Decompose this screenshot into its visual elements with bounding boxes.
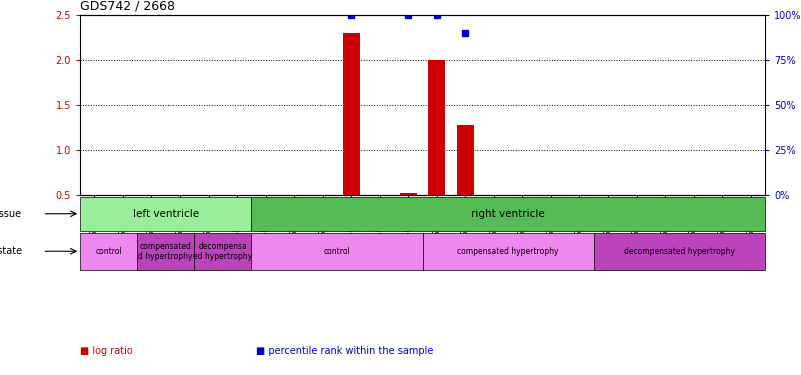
Text: control: control [95,247,122,256]
Bar [429,60,445,195]
Bar [457,125,474,195]
Bar [195,232,252,270]
Text: left ventricle: left ventricle [133,209,199,219]
Text: ■ log ratio: ■ log ratio [80,346,133,356]
Bar [80,197,252,231]
Text: disease state: disease state [0,246,22,256]
Bar [80,232,137,270]
Bar [594,232,765,270]
Text: tissue: tissue [0,209,22,219]
Text: control: control [324,247,350,256]
Text: decompensa
ed hypertrophy: decompensa ed hypertrophy [193,242,252,261]
Bar [423,232,594,270]
Text: compensated hypertrophy: compensated hypertrophy [457,247,559,256]
Text: right ventricle: right ventricle [471,209,545,219]
Bar [252,232,423,270]
Text: ■ percentile rank within the sample: ■ percentile rank within the sample [256,346,433,356]
Bar [252,197,765,231]
Bar [137,232,195,270]
Bar [343,33,360,195]
Text: decompensated hypertrophy: decompensated hypertrophy [624,247,735,256]
Text: compensated
d hypertrophy: compensated d hypertrophy [139,242,193,261]
Text: GDS742 / 2668: GDS742 / 2668 [80,0,175,12]
Bar [400,193,417,195]
